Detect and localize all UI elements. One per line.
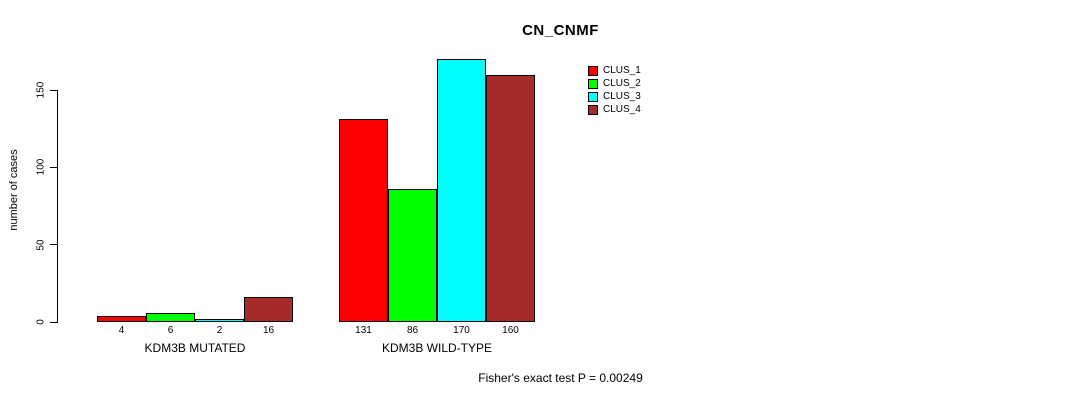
- y-tick-label: 50: [35, 239, 47, 251]
- footer-note: Fisher's exact test P = 0.00249: [478, 371, 643, 385]
- bar-clus_2-wildtype: [388, 189, 437, 322]
- legend-label: CLUS_3: [603, 91, 641, 102]
- bar-clus_3-wildtype: [437, 59, 486, 322]
- bar-clus_4-mutated: [244, 297, 293, 322]
- bar-value-label: 170: [453, 325, 470, 336]
- legend-swatch-clus3: [588, 91, 598, 102]
- bar-clus_4-wildtype: [486, 75, 535, 322]
- group-label-wildtype: KDM3B WILD-TYPE: [381, 341, 493, 355]
- legend-label: CLUS_2: [603, 78, 641, 89]
- bar-clus_2-mutated: [146, 313, 195, 322]
- legend: CLUS_1 CLUS_2 CLUS_3 CLUS_4: [588, 64, 641, 116]
- legend-swatch-clus1: [588, 65, 598, 76]
- y-tick-label: 0: [35, 319, 47, 325]
- bar-value-label: 86: [406, 325, 419, 336]
- legend-label: CLUS_4: [603, 104, 641, 115]
- bar-clus_3-mutated: [195, 319, 244, 322]
- bar-value-label: 131: [355, 325, 372, 336]
- legend-swatch-clus4: [588, 104, 598, 115]
- legend-label: CLUS_1: [603, 65, 641, 76]
- bar-value-label: 16: [262, 325, 275, 336]
- legend-item: CLUS_2: [588, 77, 641, 90]
- bar-value-label: 160: [502, 325, 519, 336]
- y-tick: [50, 321, 57, 323]
- bar-value-label: 2: [216, 325, 223, 336]
- bar-value-label: 6: [167, 325, 174, 336]
- y-tick: [50, 166, 57, 168]
- legend-swatch-clus2: [588, 78, 598, 89]
- legend-item: CLUS_1: [588, 64, 641, 77]
- legend-item: CLUS_3: [588, 90, 641, 103]
- y-axis-line: [57, 90, 58, 323]
- y-tick-label: 150: [35, 81, 47, 99]
- bar-clus_1-wildtype: [339, 119, 388, 322]
- bar-clus_1-mutated: [97, 316, 146, 322]
- y-axis-label: number of cases: [8, 149, 20, 231]
- legend-item: CLUS_4: [588, 103, 641, 116]
- bar-value-label: 4: [118, 325, 125, 336]
- group-label-mutated: KDM3B MUTATED: [144, 341, 246, 355]
- chart-title: CN_CNMF: [522, 22, 599, 39]
- y-tick-label: 100: [35, 158, 47, 176]
- y-tick: [50, 89, 57, 91]
- y-tick: [50, 244, 57, 246]
